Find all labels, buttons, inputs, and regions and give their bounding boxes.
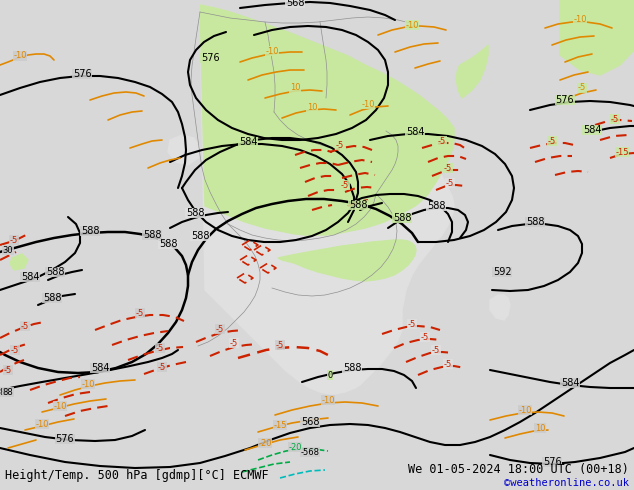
Text: ©weatheronline.co.uk: ©weatheronline.co.uk bbox=[504, 478, 629, 488]
Text: -5: -5 bbox=[432, 345, 440, 354]
Text: 88: 88 bbox=[0, 388, 10, 396]
Text: -10: -10 bbox=[361, 99, 375, 108]
Text: -5: -5 bbox=[336, 141, 344, 149]
Text: 568: 568 bbox=[301, 417, 320, 427]
Text: 584: 584 bbox=[406, 127, 424, 137]
Text: -10: -10 bbox=[321, 395, 335, 405]
Polygon shape bbox=[200, 5, 454, 394]
Text: -5: -5 bbox=[158, 363, 166, 371]
Text: -5: -5 bbox=[421, 333, 429, 342]
Text: 588: 588 bbox=[81, 226, 100, 236]
Text: 576: 576 bbox=[201, 53, 219, 63]
Text: 88: 88 bbox=[3, 388, 13, 396]
Text: 588: 588 bbox=[143, 230, 161, 240]
Text: 584: 584 bbox=[583, 125, 601, 135]
Text: 588: 588 bbox=[427, 201, 445, 211]
Text: -5: -5 bbox=[216, 324, 224, 334]
Text: -10: -10 bbox=[573, 16, 586, 24]
Text: Height/Temp. 500 hPa [gdmp][°C] ECMWF: Height/Temp. 500 hPa [gdmp][°C] ECMWF bbox=[5, 469, 269, 482]
Text: 588: 588 bbox=[46, 267, 64, 277]
Text: 584: 584 bbox=[239, 137, 257, 147]
Text: -5: -5 bbox=[444, 164, 452, 172]
Text: 576: 576 bbox=[56, 434, 74, 444]
Text: -5: -5 bbox=[611, 115, 619, 123]
Polygon shape bbox=[560, 0, 634, 75]
Text: 588: 588 bbox=[343, 363, 361, 373]
Text: 576: 576 bbox=[543, 457, 561, 467]
Text: -5: -5 bbox=[444, 360, 452, 368]
Text: -10: -10 bbox=[518, 406, 532, 415]
Text: -10: -10 bbox=[405, 21, 418, 29]
Text: -5: -5 bbox=[276, 341, 284, 349]
Text: 588: 588 bbox=[526, 217, 544, 227]
Text: 0: 0 bbox=[327, 370, 333, 379]
Text: -5: -5 bbox=[136, 309, 144, 318]
Polygon shape bbox=[278, 240, 416, 281]
Text: -5: -5 bbox=[156, 343, 164, 352]
Text: -20: -20 bbox=[288, 442, 302, 451]
Text: -15: -15 bbox=[273, 420, 287, 430]
Text: -568: -568 bbox=[301, 447, 320, 457]
Polygon shape bbox=[168, 135, 200, 165]
Text: 588: 588 bbox=[186, 208, 204, 218]
Text: -15: -15 bbox=[615, 147, 629, 156]
Polygon shape bbox=[490, 295, 510, 320]
Text: 584: 584 bbox=[560, 378, 579, 388]
Text: -10: -10 bbox=[81, 379, 94, 389]
Text: -5: -5 bbox=[578, 83, 586, 93]
Text: -10: -10 bbox=[13, 51, 27, 60]
Text: 584: 584 bbox=[91, 363, 109, 373]
Text: -5: -5 bbox=[408, 319, 416, 328]
Text: -5: -5 bbox=[438, 137, 446, 146]
Text: -5: -5 bbox=[10, 236, 18, 245]
Text: 588: 588 bbox=[42, 293, 61, 303]
Text: -10: -10 bbox=[36, 419, 49, 428]
Text: 584: 584 bbox=[21, 272, 39, 282]
Text: -5: -5 bbox=[4, 366, 12, 374]
Text: -20: -20 bbox=[258, 439, 272, 447]
Text: -5: -5 bbox=[230, 339, 238, 347]
Text: 588: 588 bbox=[349, 200, 367, 210]
Text: We 01-05-2024 18:00 UTC (00+18): We 01-05-2024 18:00 UTC (00+18) bbox=[408, 463, 629, 476]
Text: 588: 588 bbox=[191, 231, 209, 241]
Text: -5: -5 bbox=[341, 180, 349, 190]
Text: -10: -10 bbox=[265, 47, 279, 55]
Text: 592: 592 bbox=[493, 267, 511, 277]
Text: 568: 568 bbox=[286, 0, 304, 8]
Text: -5: -5 bbox=[446, 178, 454, 188]
Text: -5: -5 bbox=[11, 345, 19, 354]
Text: 576: 576 bbox=[555, 95, 574, 105]
Text: 10: 10 bbox=[307, 102, 317, 112]
Text: 576: 576 bbox=[73, 69, 91, 79]
Text: -5: -5 bbox=[21, 321, 29, 330]
Polygon shape bbox=[10, 254, 28, 270]
Text: 10: 10 bbox=[534, 423, 545, 433]
Text: 10: 10 bbox=[290, 83, 301, 93]
Text: 588: 588 bbox=[158, 239, 178, 249]
Polygon shape bbox=[200, 5, 454, 235]
Text: 30: 30 bbox=[3, 245, 13, 254]
Text: 588: 588 bbox=[392, 213, 411, 223]
Text: -10: -10 bbox=[53, 401, 67, 411]
Polygon shape bbox=[456, 45, 488, 98]
Text: -5: -5 bbox=[548, 137, 556, 146]
